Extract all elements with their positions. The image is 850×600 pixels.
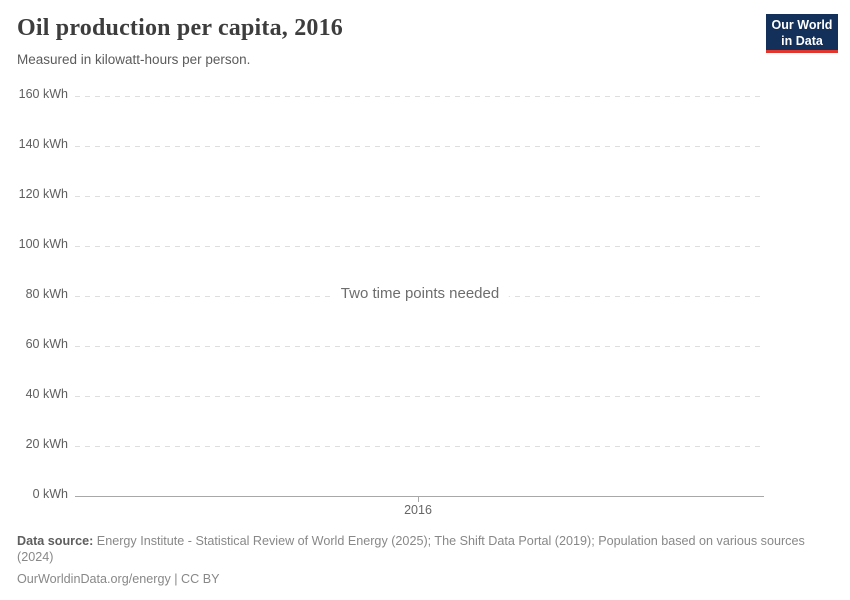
data-source-text: Energy Institute - Statistical Review of… [17, 534, 805, 565]
y-axis-tick-label: 160 kWh [18, 87, 68, 101]
owid-logo[interactable]: Our World in Data [766, 14, 838, 53]
gridline [75, 446, 764, 447]
x-axis-tick-label: 2016 [404, 503, 432, 517]
y-axis-tick-label: 140 kWh [18, 137, 68, 151]
y-axis-tick-label: 120 kWh [18, 187, 68, 201]
y-axis-tick-label: 80 kWh [25, 287, 68, 301]
y-axis-tick-label: 40 kWh [25, 387, 68, 401]
owid-logo-background [766, 14, 838, 50]
gridline [75, 96, 764, 97]
data-source-label: Data source: [17, 534, 94, 548]
gridline [75, 346, 764, 347]
x-axis-tick [418, 496, 419, 502]
chart-subtitle: Measured in kilowatt-hours per person. [17, 52, 251, 67]
chart-footer: Data source: Energy Institute - Statisti… [17, 533, 833, 586]
y-axis-tick-label: 100 kWh [18, 237, 68, 251]
gridline [75, 396, 764, 397]
y-axis-tick-label: 20 kWh [25, 437, 68, 451]
owid-logo-red-stripe [766, 50, 838, 53]
x-axis-baseline [75, 496, 764, 497]
y-axis-tick-label: 0 kWh [32, 487, 68, 501]
page-title: Oil production per capita, 2016 [17, 15, 344, 41]
gridline [75, 196, 764, 197]
owid-logo-text-line2: in Data [781, 33, 823, 48]
gridline [75, 246, 764, 247]
footer-link[interactable]: OurWorldinData.org/energy | CC BY [17, 572, 220, 587]
data-source-line: Data source: Energy Institute - Statisti… [17, 533, 833, 565]
empty-chart-message: Two time points needed [330, 283, 510, 304]
owid-logo-text-line1: Our World [771, 17, 833, 32]
y-axis-tick-label: 60 kWh [25, 337, 68, 351]
gridline [75, 146, 764, 147]
